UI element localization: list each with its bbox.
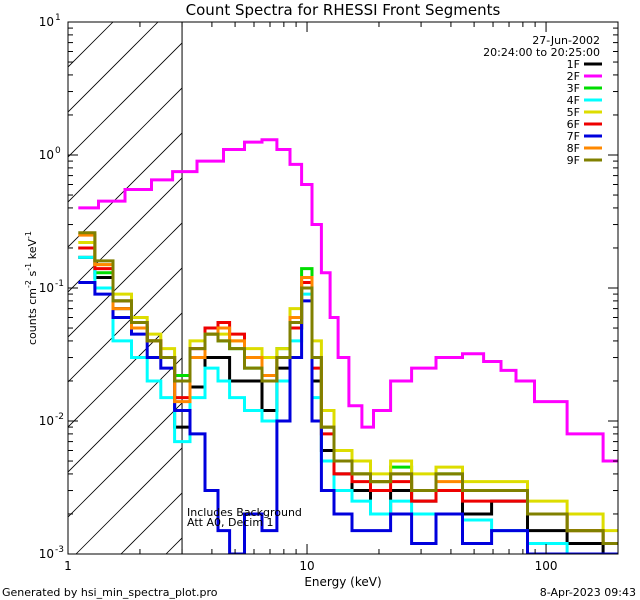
legend-label-6F: 6F xyxy=(567,118,580,131)
y-axis-label: counts cm-2 s-1 keV-1 xyxy=(24,231,39,345)
y-tick-label: 10 xyxy=(39,414,54,428)
ylabel-exp3: -1 xyxy=(24,231,33,239)
hatch-line xyxy=(526,22,640,554)
series-group xyxy=(78,138,618,554)
x-tick-label: 1 xyxy=(64,559,72,573)
annotation-background: Includes Background xyxy=(187,506,302,519)
legend-label-4F: 4F xyxy=(567,94,580,107)
footer-generated-by: Generated by hsi_min_spectra_plot.pro xyxy=(2,586,218,599)
series-5F xyxy=(78,241,618,533)
hatch-line xyxy=(68,357,183,473)
y-tick-label: 10 xyxy=(39,15,54,29)
y-tick-label: 10 xyxy=(39,148,54,162)
ylabel-unit: keV xyxy=(26,239,39,263)
hatch-line xyxy=(68,42,183,158)
hatch-line xyxy=(68,267,183,383)
y-tick-label: 10 xyxy=(39,281,54,295)
chart-title: Count Spectra for RHESSI Front Segments xyxy=(186,1,501,19)
hatch-line xyxy=(68,87,183,203)
ylabel-mid: s xyxy=(26,270,39,279)
y-tick-exponent: -3 xyxy=(55,545,64,555)
x-tick-label: 10 xyxy=(299,559,314,573)
legend-label-1F: 1F xyxy=(567,58,580,71)
y-tick-exponent: -2 xyxy=(55,412,64,422)
hatch-line xyxy=(616,22,640,554)
y-tick-exponent: 1 xyxy=(55,13,61,23)
ylabel-exp1: -2 xyxy=(24,280,33,288)
hatch-line xyxy=(68,22,159,113)
hatch-line xyxy=(68,222,183,338)
legend-label-8F: 8F xyxy=(567,142,580,155)
legend-label-7F: 7F xyxy=(567,130,580,143)
svg-text:counts cm-2 s-1 keV-1: counts cm-2 s-1 keV-1 xyxy=(24,231,39,345)
series-2F xyxy=(78,138,618,463)
legend-label-5F: 5F xyxy=(567,106,580,119)
legend-label-2F: 2F xyxy=(567,70,580,83)
series-9F xyxy=(78,231,618,545)
hatch-line xyxy=(75,447,183,554)
legend-label-3F: 3F xyxy=(567,82,580,95)
y-tick-label: 10 xyxy=(39,547,54,561)
x-axis-label: Energy (keV) xyxy=(304,575,381,589)
date-label: 27-Jun-2002 xyxy=(532,34,600,47)
ylabel-exp2: -1 xyxy=(24,263,33,271)
y-tick-exponent: -1 xyxy=(55,279,64,289)
hatch-line xyxy=(571,22,640,554)
y-tick-exponent: 0 xyxy=(55,146,61,156)
annotation-attenuator: Att A0, Decim 1 xyxy=(187,516,274,529)
x-tick-label: 100 xyxy=(535,559,558,573)
legend-label-9F: 9F xyxy=(567,154,580,167)
hatch-line xyxy=(68,402,183,518)
footer-timestamp: 8-Apr-2023 09:43 xyxy=(540,586,636,599)
ylabel-base: counts cm xyxy=(26,288,39,345)
time-range-label: 20:24:00 to 20:25:00 xyxy=(483,46,600,59)
